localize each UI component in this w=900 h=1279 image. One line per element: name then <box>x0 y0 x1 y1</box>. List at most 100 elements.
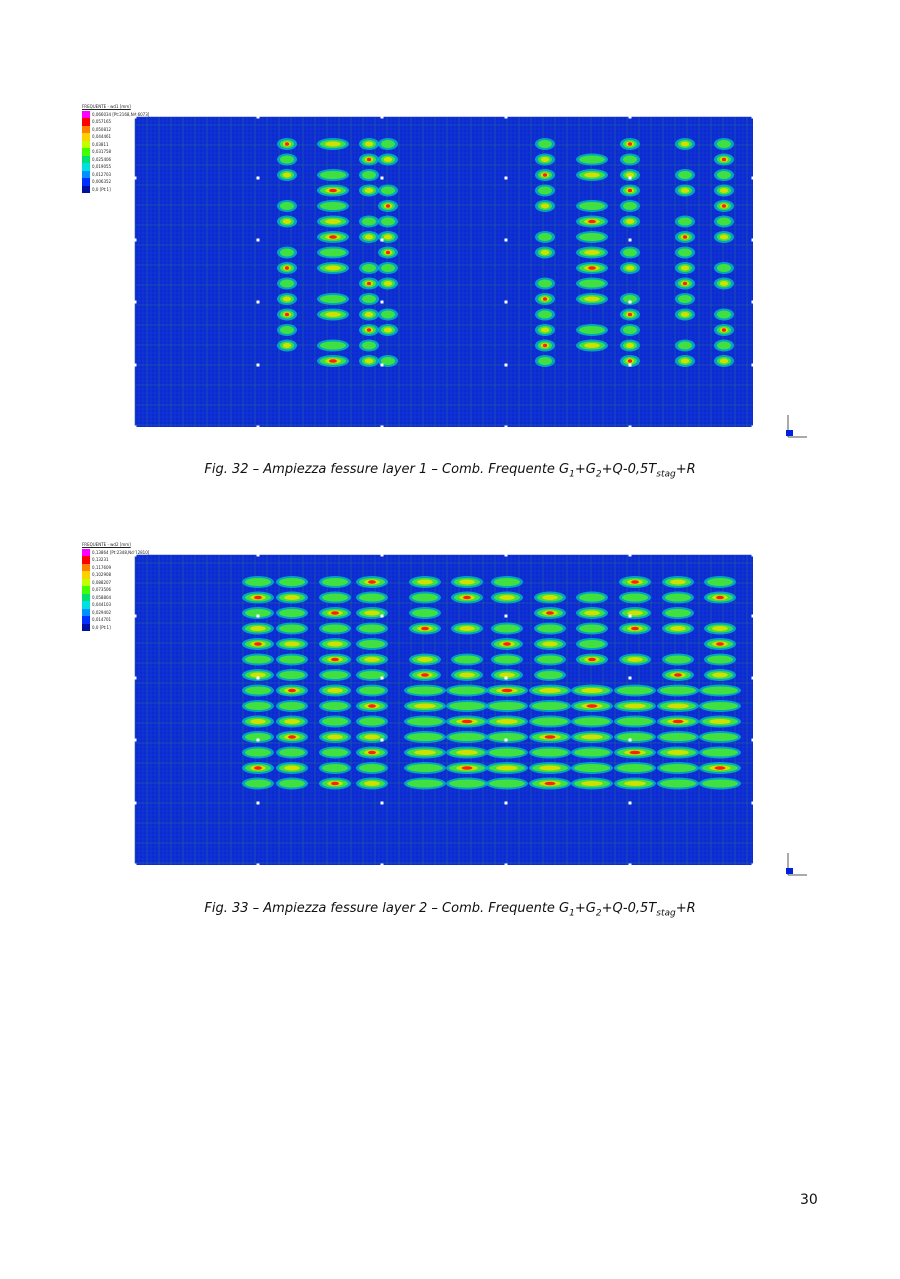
legend-entry: 0,088207 <box>82 578 152 586</box>
crack-core <box>542 641 558 647</box>
crack-zone <box>279 624 305 633</box>
crack-zone <box>381 264 395 272</box>
crack-zone <box>279 702 305 710</box>
legend-title: FREQUENTE - wd2 [mm] <box>82 542 131 547</box>
node-marker <box>133 553 137 557</box>
crack-core <box>325 265 341 271</box>
crack-peak <box>588 657 596 662</box>
legend-label: 0,044103 <box>92 602 112 607</box>
crack-peak <box>461 719 473 724</box>
crack-peak <box>546 611 554 615</box>
crack-core <box>383 327 393 333</box>
crack-zone <box>678 217 692 226</box>
node-marker <box>380 115 384 119</box>
crack-zone <box>362 171 376 179</box>
caption-part: stag <box>656 469 676 480</box>
crack-peak <box>284 312 290 317</box>
legend: FREQUENTE - wd1 [mm] 0,066034 [Pt:2168,N… <box>82 103 152 193</box>
node-marker <box>133 614 137 618</box>
crack-zone <box>407 764 443 772</box>
crack-core <box>719 358 729 364</box>
crack-zone <box>617 733 653 741</box>
crack-zone <box>322 748 348 757</box>
node-marker <box>133 363 137 367</box>
node-marker <box>504 738 508 742</box>
crack-zone <box>280 248 294 257</box>
crack-core <box>459 672 475 678</box>
crack-peak <box>421 626 429 631</box>
node-marker <box>628 676 632 680</box>
crack-zone <box>702 748 738 757</box>
crack-zone <box>407 686 443 695</box>
crack-core <box>364 610 380 616</box>
node-marker <box>751 614 755 618</box>
crack-zone <box>489 748 525 757</box>
crack-core <box>383 157 393 162</box>
crack-zone <box>320 248 346 257</box>
crack-core <box>667 750 689 755</box>
plot-area <box>135 117 753 427</box>
crack-zone <box>381 217 395 226</box>
crack-core <box>625 219 635 224</box>
crack-zone <box>381 310 395 319</box>
legend-label: 0,13864 [Pt:2348,Nd:12810] <box>92 549 150 555</box>
crack-peak <box>627 312 633 317</box>
legend-swatch <box>82 586 90 594</box>
node-marker <box>751 238 755 242</box>
crack-zone <box>322 624 348 633</box>
node-marker <box>380 300 384 304</box>
node-marker <box>751 676 755 680</box>
crack-zone <box>702 702 738 710</box>
legend-label: 0,057165 <box>92 119 112 124</box>
crack-zone <box>702 733 738 741</box>
node-marker <box>256 176 260 180</box>
crack-zone <box>449 686 485 695</box>
crack-zone <box>717 341 731 350</box>
legend-entry: 0,0 [Pt:1] <box>82 185 152 193</box>
crack-core <box>540 327 550 333</box>
crack-core <box>540 203 550 209</box>
node-marker <box>751 801 755 805</box>
crack-core <box>584 250 600 255</box>
crack-zone <box>359 764 385 772</box>
legend-swatch <box>82 608 90 616</box>
crack-zone <box>617 717 653 726</box>
crack-core <box>667 703 689 709</box>
crack-core <box>327 688 343 693</box>
node-marker <box>380 425 384 429</box>
crack-core <box>327 734 343 740</box>
crack-peak <box>385 250 391 255</box>
legend: FREQUENTE - wd2 [mm] 0,13864 [Pt:2348,Nd… <box>82 541 152 631</box>
crack-peak <box>542 343 548 348</box>
crack-peak <box>588 266 596 270</box>
crack-peak <box>331 657 339 662</box>
legend-entry: 0,006352 <box>82 178 152 186</box>
legend-entry: 0,050812 <box>82 125 152 133</box>
crack-zone <box>279 655 305 664</box>
crack-zone <box>320 202 346 210</box>
crack-core <box>680 265 690 271</box>
crack-core <box>719 281 729 286</box>
crack-peak <box>329 188 337 193</box>
crack-peak <box>366 281 372 286</box>
legend-swatch <box>82 178 90 186</box>
crack-zone <box>717 171 731 179</box>
legend-label: 0,0 [Pt:1] <box>92 624 111 630</box>
legend-swatch <box>82 155 90 163</box>
crack-zone <box>717 217 731 226</box>
node-marker <box>133 676 137 680</box>
crack-zone <box>245 609 271 617</box>
crack-peak <box>544 735 556 739</box>
page-number: 30 <box>800 1192 818 1208</box>
crack-zone <box>717 310 731 319</box>
caption-part: Fig. 33 – Ampiezza fessure layer 2 – Com… <box>204 901 570 916</box>
crack-core <box>364 657 380 662</box>
crack-zone <box>678 171 692 179</box>
legend-entry: 0,13864 [Pt:2348,Nd:12810] <box>82 548 152 556</box>
legend-label: 0,050812 <box>92 126 112 132</box>
crack-peak <box>368 750 376 755</box>
crack-zone <box>489 733 525 741</box>
crack-zone <box>665 593 691 602</box>
crack-core <box>709 719 731 724</box>
